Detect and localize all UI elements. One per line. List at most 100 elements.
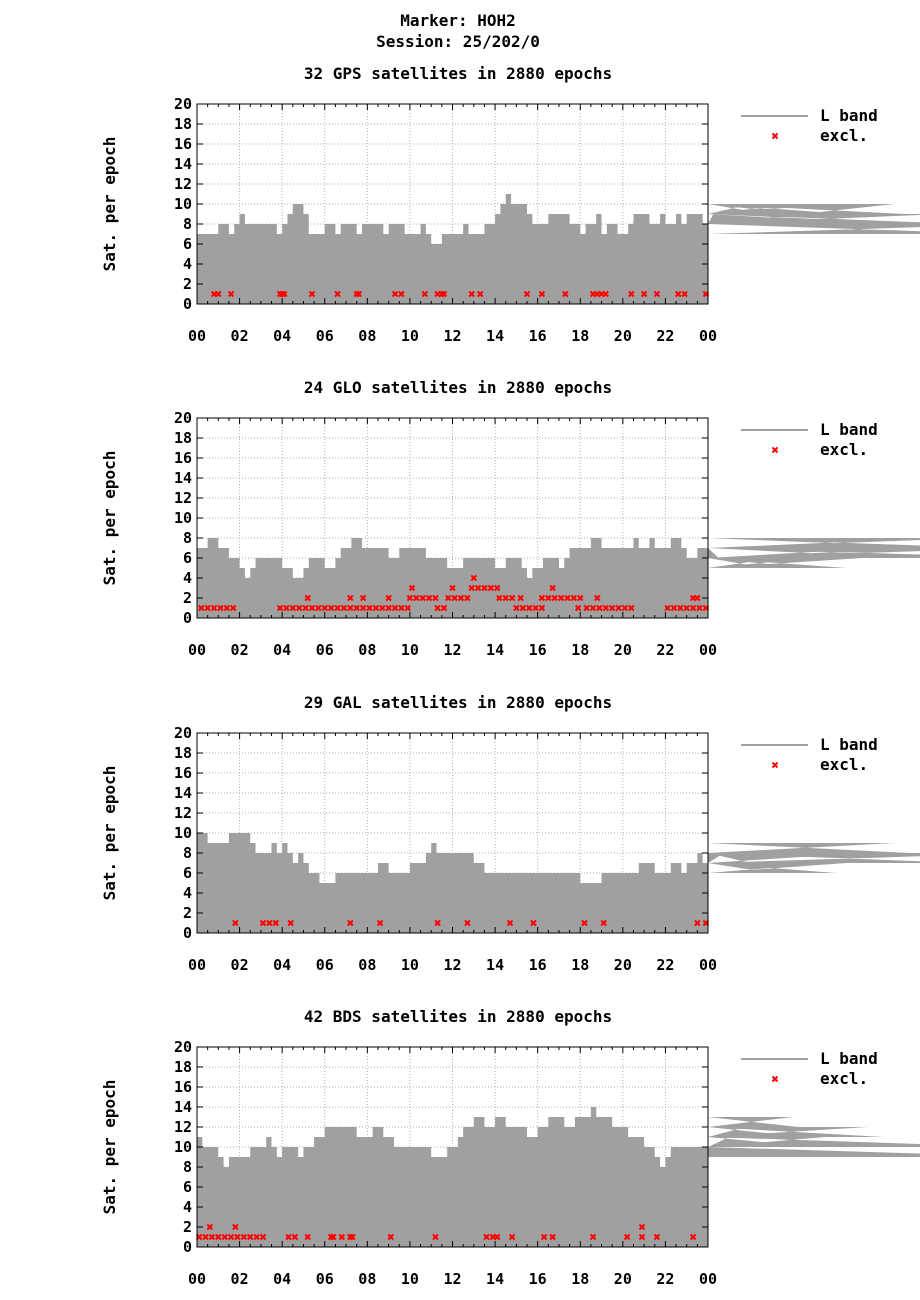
excl-marker (315, 604, 322, 612)
x-tick-label: 02 (231, 641, 249, 659)
excl-marker (602, 604, 610, 612)
excl-marker (206, 1223, 213, 1231)
excl-marker (570, 594, 578, 602)
y-tick-label: 6 (183, 864, 192, 882)
excl-marker (289, 604, 297, 612)
excl-marker (496, 594, 503, 602)
x-tick-label: 14 (486, 956, 504, 974)
excl-marker (525, 604, 533, 612)
excl-marker (432, 1233, 439, 1241)
y-tick-label: 14 (174, 1098, 192, 1116)
excl-marker (215, 1233, 222, 1241)
excl-marker (308, 604, 316, 612)
excl-marker (517, 594, 524, 602)
x-tick-label: 08 (358, 956, 376, 974)
y-tick-label: 12 (174, 489, 192, 507)
x-tick-label: 00 (188, 1270, 206, 1288)
excl-marker (481, 584, 488, 592)
x-tick-label: 14 (486, 327, 504, 345)
excl-marker (538, 290, 546, 298)
x-tick-label: 16 (529, 956, 547, 974)
chart-title: 29 GAL satellites in 2880 epochs (304, 693, 612, 712)
excl-marker (483, 1233, 490, 1241)
legend-l-band-label: L band (820, 420, 878, 439)
excl-marker (232, 1223, 239, 1231)
l-band-area (197, 1107, 920, 1247)
y-tick-label: 20 (174, 409, 192, 427)
x-tick-label: 12 (443, 956, 461, 974)
y-tick-label: 14 (174, 155, 192, 173)
x-tick-label: 10 (401, 641, 419, 659)
excl-marker (217, 604, 224, 612)
x-tick-label: 20 (614, 1270, 632, 1288)
x-tick-label: 20 (614, 327, 632, 345)
excl-marker (334, 290, 341, 298)
x-tick-label: 00 (699, 1270, 717, 1288)
excl-marker (302, 604, 309, 612)
x-tick-label: 14 (486, 641, 504, 659)
y-tick-label: 8 (183, 844, 192, 862)
excl-marker (577, 594, 584, 602)
y-axis: 0 2 4 6 8 10 12 14 16 18 20 (174, 724, 708, 942)
excl-marker (229, 604, 237, 612)
excl-marker (474, 584, 482, 592)
excl-marker (334, 604, 341, 612)
l-band-area (197, 833, 920, 933)
y-axis-label: Sat. per epoch (100, 451, 119, 586)
excl-marker (519, 604, 526, 612)
excl-marker (398, 290, 405, 298)
excl-marker (530, 919, 537, 927)
y-tick-label: 2 (183, 589, 192, 607)
y-tick-label: 2 (183, 1218, 192, 1236)
y-tick-label: 12 (174, 804, 192, 822)
excl-marker (457, 594, 465, 602)
x-tick-label: 16 (529, 641, 547, 659)
excl-marker (210, 604, 218, 612)
excl-marker (413, 594, 420, 602)
x-tick-label: 16 (529, 327, 547, 345)
excl-marker (564, 594, 571, 602)
excl-points (210, 290, 710, 298)
excl-marker (385, 594, 392, 602)
y-tick-label: 18 (174, 115, 192, 133)
excl-marker (600, 919, 607, 927)
x-tick-label: 02 (231, 1270, 249, 1288)
excl-marker (359, 604, 367, 612)
x-tick-label: 12 (443, 327, 461, 345)
excl-marker (227, 290, 235, 298)
excl-marker (434, 604, 441, 612)
excl-marker (538, 594, 546, 602)
excl-marker (355, 290, 363, 298)
x-tick-label: 18 (571, 1270, 589, 1288)
excl-marker (487, 584, 495, 592)
excl-marker (440, 290, 448, 298)
x-tick-label: 00 (188, 327, 206, 345)
excl-marker (281, 290, 288, 298)
excl-marker (596, 604, 603, 612)
excl-marker (304, 1233, 311, 1241)
x-tick-label: 08 (358, 327, 376, 345)
y-tick-label: 18 (174, 744, 192, 762)
excl-marker (628, 290, 635, 298)
x-tick-label: 04 (273, 641, 291, 659)
x-tick-label: 14 (486, 1270, 504, 1288)
chart-title: 32 GPS satellites in 2880 epochs (304, 64, 612, 83)
excl-marker (232, 919, 239, 927)
excl-marker (223, 604, 231, 612)
legend-l-band-label: L band (820, 735, 878, 754)
session-title: Session: 25/202/0 (376, 32, 540, 51)
x-tick-label: 22 (656, 641, 674, 659)
excl-marker (508, 594, 516, 602)
excl-marker (581, 919, 588, 927)
legend-excl-swatch (771, 1075, 779, 1083)
y-tick-label: 6 (183, 1178, 192, 1196)
x-tick-label: 18 (571, 641, 589, 659)
y-tick-label: 4 (183, 884, 192, 902)
excl-marker (266, 919, 273, 927)
excl-marker (387, 1233, 394, 1241)
l-band-area (197, 538, 920, 618)
y-axis: 0 2 4 6 8 10 12 14 16 18 20 (174, 1038, 708, 1256)
excl-marker (628, 604, 635, 612)
excl-marker (451, 594, 458, 602)
excl-marker (340, 604, 348, 612)
